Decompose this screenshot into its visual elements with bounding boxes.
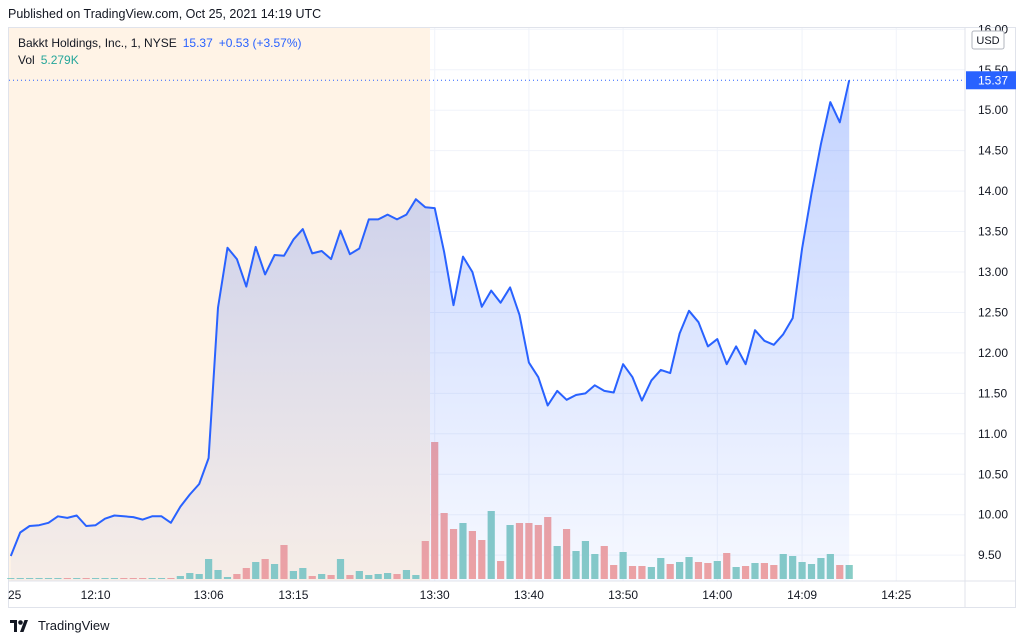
legend-symbol-row: Bakkt Holdings, Inc., 1, NYSE 15.37 +0.53 … [18, 35, 302, 52]
y-tick-label: 9.50 [978, 548, 1002, 562]
y-tick-label: 13.50 [978, 225, 1008, 239]
y-tick-label: 11.50 [978, 386, 1007, 400]
last-price-badge-label: 15.37 [978, 73, 1008, 87]
price-area-fill [10, 80, 850, 582]
y-tick-label: 14.50 [978, 144, 1008, 158]
y-tick-label: 10.00 [978, 508, 1008, 522]
price-change: +0.53 (+3.57%) [218, 36, 302, 50]
symbol-name[interactable]: Bakkt Holdings, Inc., 1, NYSE [18, 36, 177, 50]
last-price-badge [966, 71, 1016, 90]
x-tick-label: 14:00 [702, 588, 732, 602]
volume-bar [7, 578, 15, 579]
x-tick-label: 13:30 [420, 588, 450, 602]
y-tick-label: 13.00 [978, 265, 1008, 279]
x-tick-label: 14:09 [787, 588, 817, 602]
volume-label: Vol [18, 53, 35, 67]
tradingview-logo-icon [10, 619, 28, 632]
volume-value: 5.279K [40, 53, 79, 67]
x-tick-label: 13:06 [194, 588, 224, 602]
last-price: 15.37 [182, 36, 213, 50]
x-tick-label: 13:50 [608, 588, 638, 602]
chart-legend: Bakkt Holdings, Inc., 1, NYSE 15.37 +0.53 … [18, 35, 302, 69]
y-tick-label: 10.50 [978, 467, 1008, 481]
x-tick-label: 14:25 [881, 588, 911, 602]
y-tick-label: 14.00 [978, 184, 1008, 198]
y-tick-label: 12.00 [978, 346, 1008, 360]
x-tick-label: 25 [8, 588, 22, 602]
legend-volume-row: Vol 5.279K [18, 52, 302, 69]
x-tick-label: 12:10 [81, 588, 111, 602]
tradingview-brand: TradingView [38, 618, 110, 633]
chart-frame [8, 27, 1016, 608]
price-line [9, 80, 851, 557]
currency-badge [971, 30, 1005, 50]
y-tick-label: 11.00 [978, 427, 1007, 441]
y-tick-label: 15.00 [978, 103, 1008, 117]
currency-label: USD [976, 35, 999, 47]
published-caption: Published on TradingView.com, Oct 25, 20… [8, 7, 322, 21]
tradingview-logo[interactable]: TradingView [10, 618, 110, 633]
x-tick-label: 13:15 [278, 588, 308, 602]
y-tick-label: 12.50 [978, 305, 1008, 319]
x-tick-label: 13:40 [514, 588, 544, 602]
